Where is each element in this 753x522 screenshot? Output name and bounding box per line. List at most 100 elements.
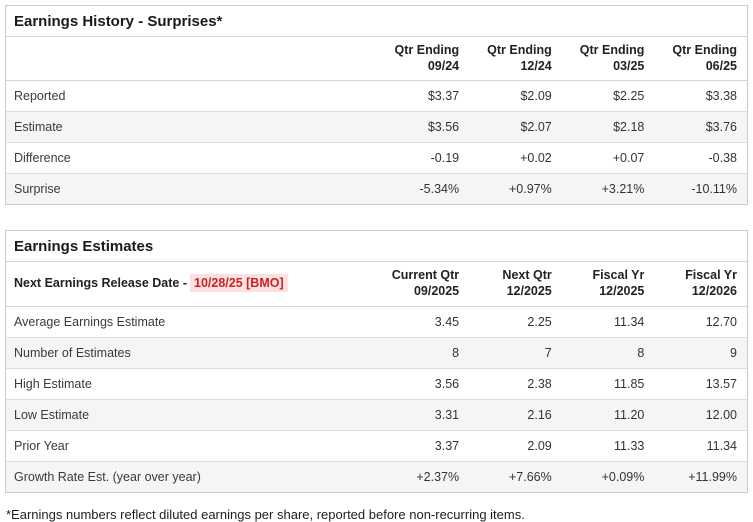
column-header-line1: Qtr Ending bbox=[394, 43, 460, 57]
cell-value: -10.11% bbox=[691, 182, 737, 197]
column-header-line1: Current Qtr bbox=[391, 268, 460, 283]
table-row: Low Estimate 3.31 2.16 11.20 12.00 bbox=[6, 399, 747, 431]
cell-value: +0.97% bbox=[509, 182, 552, 197]
cell-value: +2.37% bbox=[416, 469, 460, 484]
earnings-estimates-table: Next Earnings Release Date -10/28/25 [BM… bbox=[6, 262, 747, 492]
table-row: Number of Estimates 8 7 8 9 bbox=[6, 337, 747, 369]
earnings-page: Earnings History - Surprises* Qtr Ending… bbox=[5, 5, 748, 522]
earnings-history-header: Qtr Ending 09/24 Qtr Ending 12/24 Qtr Ending… bbox=[6, 37, 747, 82]
column-header-line1: Qtr Ending bbox=[672, 43, 737, 57]
column-header-line1: Qtr Ending bbox=[579, 43, 645, 57]
cell-value: 12.70 bbox=[654, 306, 747, 338]
column-header-line1: Qtr Ending bbox=[487, 43, 552, 57]
cell-value: -5.34% bbox=[419, 182, 460, 197]
column-header-line1: Next Qtr bbox=[502, 268, 552, 283]
header-row: Next Earnings Release Date -10/28/25 [BM… bbox=[6, 262, 747, 307]
header-row: Qtr Ending 09/24 Qtr Ending 12/24 Qtr Ending… bbox=[6, 37, 747, 82]
cell-value: -0.19 bbox=[376, 142, 470, 175]
cell-value: $3.76 bbox=[654, 111, 747, 144]
row-label: Average Earnings Estimate bbox=[6, 306, 377, 338]
column-header-line2: 03/25 bbox=[613, 58, 645, 73]
row-label: High Estimate bbox=[6, 368, 377, 400]
earnings-history-title: Earnings History - Surprises* bbox=[6, 6, 747, 37]
cell-value: 3.45 bbox=[376, 306, 470, 338]
column-header: Current Qtr 09/2025 bbox=[376, 262, 470, 307]
cell-value: 3.56 bbox=[376, 368, 470, 400]
table-row: High Estimate 3.56 2.38 11.85 13.57 bbox=[6, 368, 747, 400]
cell-value: 2.25 bbox=[469, 306, 562, 338]
table-row: Reported $3.37 $2.09 $2.25 $3.38 bbox=[6, 80, 747, 113]
column-header: Fiscal Yr 12/2025 bbox=[561, 262, 655, 307]
earnings-history-section: Earnings History - Surprises* Qtr Ending… bbox=[5, 5, 748, 206]
column-header-line1: Fiscal Yr bbox=[592, 268, 645, 283]
column-header: Next Qtr 12/2025 bbox=[469, 262, 562, 307]
cell-value: +0.09% bbox=[601, 469, 645, 484]
column-header: Qtr Ending 06/25 bbox=[654, 37, 747, 82]
earnings-estimates-header: Next Earnings Release Date -10/28/25 [BM… bbox=[6, 262, 747, 307]
cell-value: 8 bbox=[561, 337, 655, 369]
earnings-footnote: *Earnings numbers reflect diluted earnin… bbox=[6, 506, 525, 522]
earnings-history-table: Qtr Ending 09/24 Qtr Ending 12/24 Qtr Ending… bbox=[6, 37, 747, 205]
cell-value: +0.02 bbox=[469, 142, 562, 175]
next-earnings-release-cell: Next Earnings Release Date -10/28/25 [BM… bbox=[6, 262, 377, 307]
table-row: Prior Year 3.37 2.09 11.33 11.34 bbox=[6, 430, 747, 462]
column-header-line2: 06/25 bbox=[705, 58, 737, 73]
table-row: Surprise -5.34% +0.97% +3.21% -10.11% bbox=[6, 173, 747, 205]
row-label: Reported bbox=[6, 80, 377, 113]
row-label: Prior Year bbox=[6, 430, 377, 462]
column-header: Qtr Ending 09/24 bbox=[376, 37, 470, 82]
row-label: Number of Estimates bbox=[6, 337, 377, 369]
cell-value: $2.18 bbox=[561, 111, 655, 144]
earnings-estimates-title: Earnings Estimates bbox=[6, 231, 747, 263]
cell-value: 12.00 bbox=[654, 399, 747, 431]
row-label: Growth Rate Est. (year over year) bbox=[14, 469, 201, 484]
row-label: Surprise bbox=[14, 182, 61, 197]
cell-value: 7 bbox=[469, 337, 562, 369]
cell-value: 3.37 bbox=[376, 430, 470, 462]
row-label: Difference bbox=[6, 142, 377, 175]
next-earnings-release-date: 10/28/25 [BMO] bbox=[190, 274, 288, 293]
column-header-line2: 09/24 bbox=[427, 58, 460, 73]
column-header: Qtr Ending 03/25 bbox=[561, 37, 655, 82]
cell-value: +11.99% bbox=[688, 469, 737, 484]
column-header: Qtr Ending 12/24 bbox=[469, 37, 562, 82]
cell-value: $2.25 bbox=[561, 80, 655, 113]
row-label: Estimate bbox=[6, 111, 377, 144]
cell-value: 2.09 bbox=[469, 430, 562, 462]
cell-value: 8 bbox=[376, 337, 470, 369]
cell-value: 11.85 bbox=[561, 368, 655, 400]
next-earnings-release-label: Next Earnings Release Date - bbox=[14, 276, 187, 291]
cell-value: -0.38 bbox=[654, 142, 747, 175]
cell-value: 2.38 bbox=[469, 368, 562, 400]
cell-value: 11.34 bbox=[654, 430, 747, 462]
cell-value: $3.38 bbox=[654, 80, 747, 113]
cell-value: 3.31 bbox=[376, 399, 470, 431]
cell-value: +7.66% bbox=[509, 469, 552, 484]
column-header-line2: 12/2025 bbox=[506, 283, 552, 298]
table-row: Average Earnings Estimate 3.45 2.25 11.34 12… bbox=[6, 306, 747, 338]
column-header-line2: 12/2025 bbox=[599, 283, 645, 298]
table-row: Difference -0.19 +0.02 +0.07 -0.38 bbox=[6, 142, 747, 175]
earnings-estimates-body: Average Earnings Estimate 3.45 2.25 11.34 12… bbox=[6, 306, 747, 492]
table-row: Estimate $3.56 $2.07 $2.18 $3.76 bbox=[6, 111, 747, 144]
row-label: Low Estimate bbox=[6, 399, 377, 431]
cell-value: $2.09 bbox=[469, 80, 562, 113]
cell-value: 13.57 bbox=[654, 368, 747, 400]
cell-value: 2.16 bbox=[469, 399, 562, 431]
table-row: Growth Rate Est. (year over year) +2.37% +… bbox=[6, 461, 747, 492]
header-spacer bbox=[6, 37, 377, 82]
cell-value: +3.21% bbox=[601, 182, 645, 197]
cell-value: 11.33 bbox=[561, 430, 655, 462]
earnings-estimates-section: Earnings Estimates Next Earnings Release… bbox=[5, 230, 748, 493]
cell-value: $3.37 bbox=[376, 80, 470, 113]
column-header-line2: 09/2025 bbox=[413, 283, 460, 298]
column-header-line1: Fiscal Yr bbox=[685, 268, 737, 283]
cell-value: 9 bbox=[654, 337, 747, 369]
earnings-history-body: Reported $3.37 $2.09 $2.25 $3.38 Estimate $3.5… bbox=[6, 80, 747, 205]
cell-value: $3.56 bbox=[376, 111, 470, 144]
cell-value: +0.07 bbox=[561, 142, 655, 175]
cell-value: $2.07 bbox=[469, 111, 562, 144]
column-header-line2: 12/24 bbox=[520, 58, 552, 73]
column-header: Fiscal Yr 12/2026 bbox=[654, 262, 747, 307]
cell-value: 11.20 bbox=[561, 399, 655, 431]
